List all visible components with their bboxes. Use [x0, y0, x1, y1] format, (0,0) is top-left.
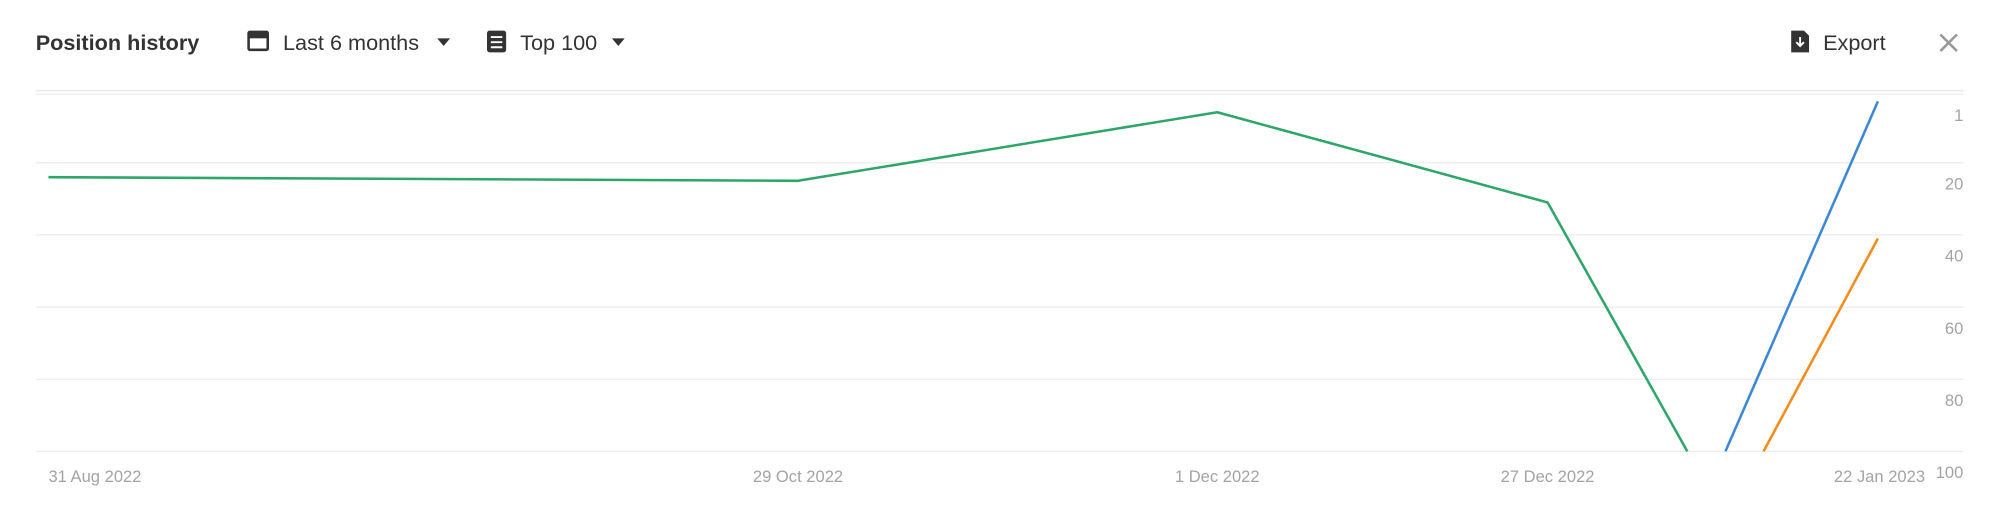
y-tick-label: 1 [1954, 106, 1963, 125]
close-button[interactable] [1939, 33, 1958, 52]
export-label: Export [1823, 30, 1886, 55]
panel-title: Position history [36, 30, 200, 55]
period-label: Last 6 months [283, 30, 419, 55]
x-tick-label: 31 Aug 2022 [48, 467, 141, 486]
export-icon-arrow [1795, 37, 1805, 48]
y-tick-label: 100 [1936, 463, 1964, 482]
scope-dropdown[interactable]: Top 100 [487, 30, 625, 55]
series-line [1762, 237, 1880, 452]
scope-label: Top 100 [520, 30, 597, 55]
x-tick-label: 22 Jan 2023 [1834, 467, 1925, 486]
y-tick-label: 40 [1945, 247, 1963, 266]
series-line [1724, 100, 1880, 452]
x-tick-label: 27 Dec 2022 [1501, 467, 1595, 486]
y-tick-label: 20 [1945, 175, 1963, 194]
export-button[interactable]: Export [1791, 30, 1886, 55]
dropdown-caret [437, 38, 451, 46]
x-tick-label: 1 Dec 2022 [1175, 467, 1260, 486]
table-icon-lines [490, 36, 503, 49]
y-tick-label: 60 [1945, 319, 1963, 338]
series-line [48, 110, 1689, 453]
period-dropdown[interactable]: Last 6 months [247, 30, 451, 55]
calendar-icon-face [249, 38, 267, 49]
x-tick-label: 29 Oct 2022 [753, 467, 843, 486]
y-tick-label: 80 [1945, 391, 1963, 410]
dropdown-caret [611, 38, 625, 46]
